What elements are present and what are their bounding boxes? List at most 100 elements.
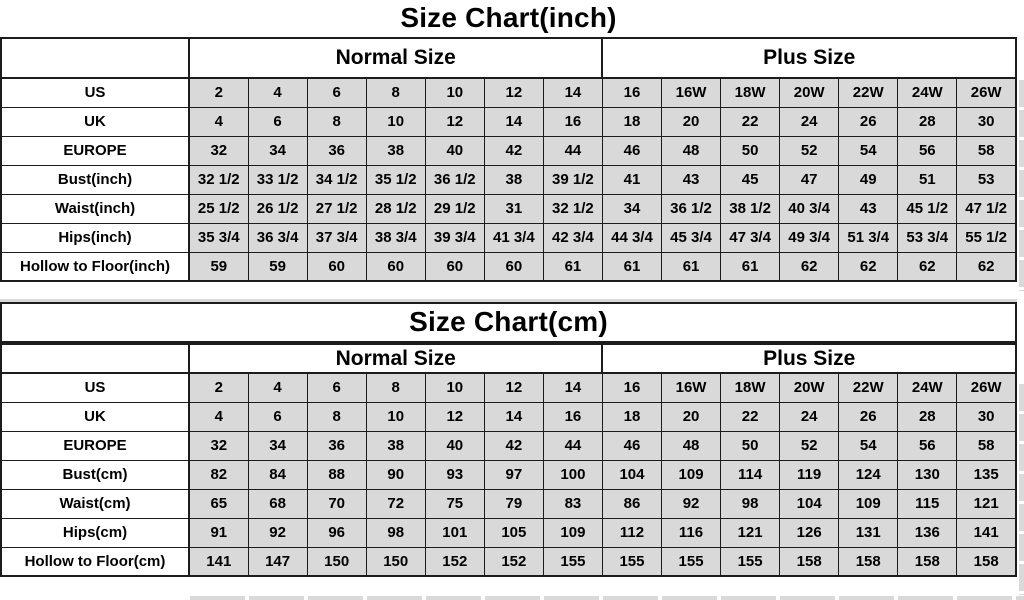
size-cell: 131 <box>838 517 899 548</box>
size-cell: 22 <box>720 106 781 137</box>
size-chart-inch-section: Size Chart(inch) Normal Size Plus Size US 2… <box>0 0 1024 282</box>
row-label: Bust(inch) <box>0 164 190 195</box>
size-cell: 22W <box>838 372 899 403</box>
table-row: US 2 4 6 8 10 12 14 16 16W 18W 20W 22W 24W 26W <box>0 372 1017 403</box>
size-cell: 150 <box>306 546 367 577</box>
size-cell: 26W <box>956 77 1017 108</box>
size-cell: 100 <box>542 459 603 490</box>
size-cell: 12 <box>424 106 485 137</box>
row-label: Bust(cm) <box>0 459 190 490</box>
size-cell: 135 <box>956 459 1017 490</box>
size-cell: 40 <box>424 430 485 461</box>
size-cell: 44 3/4 <box>601 222 663 253</box>
size-cell: 16 <box>601 372 663 403</box>
size-cell: 121 <box>720 517 781 548</box>
size-chart-inch-title: Size Chart(inch) <box>400 2 617 33</box>
row-label: EUROPE <box>0 430 190 461</box>
size-cell: 51 3/4 <box>838 222 899 253</box>
size-cell: 116 <box>660 517 722 548</box>
size-cell: 155 <box>720 546 781 577</box>
size-cell: 109 <box>660 459 722 490</box>
table-row: EUROPE 32 34 36 38 40 42 44 46 48 50 52 54 56 58 <box>0 135 1017 166</box>
size-cell: 46 <box>601 430 663 461</box>
column-group-header: Plus Size <box>601 37 1017 79</box>
size-cell: 98 <box>365 517 426 548</box>
row-label: Hollow to Floor(cm) <box>0 546 190 577</box>
table-row: UK 4 6 8 10 12 14 16 18 20 22 24 26 28 30 <box>0 106 1017 137</box>
size-cell: 30 <box>956 106 1017 137</box>
size-cell: 38 <box>365 135 426 166</box>
size-cell: 60 <box>483 251 544 282</box>
size-cell: 32 <box>188 135 249 166</box>
row-label: EUROPE <box>0 135 190 166</box>
size-cell: 36 <box>306 430 367 461</box>
size-cell: 31 <box>483 193 544 224</box>
size-cell: 65 <box>188 488 249 519</box>
size-cell: 12 <box>483 77 544 108</box>
size-cell: 34 <box>247 135 308 166</box>
size-cell: 51 <box>897 164 958 195</box>
size-cell: 2 <box>188 372 249 403</box>
size-cell: 16 <box>542 401 603 432</box>
size-cell: 10 <box>424 372 485 403</box>
size-cell: 54 <box>838 135 899 166</box>
size-cell: 158 <box>956 546 1017 577</box>
size-cell: 35 1/2 <box>365 164 426 195</box>
size-cell: 75 <box>424 488 485 519</box>
cropped-bottom-row-sliver <box>0 596 1024 600</box>
size-cell: 61 <box>720 251 781 282</box>
size-cell: 22W <box>838 77 899 108</box>
size-cell: 20W <box>779 372 840 403</box>
size-cell: 68 <box>247 488 308 519</box>
size-cell: 42 <box>483 135 544 166</box>
size-cell: 28 <box>897 106 958 137</box>
size-cell: 62 <box>779 251 840 282</box>
size-cell: 83 <box>542 488 603 519</box>
size-cell: 72 <box>365 488 426 519</box>
table-row: Waist(cm) 65 68 70 72 75 79 83 86 92 98 104 109 115 12… <box>0 488 1017 519</box>
table-row: Waist(inch) 25 1/2 26 1/2 27 1/2 28 1/2 29 1/… <box>0 193 1017 224</box>
size-cell: 4 <box>188 401 249 432</box>
size-cell: 8 <box>306 401 367 432</box>
size-cell: 25 1/2 <box>188 193 249 224</box>
size-cell: 16 <box>542 106 603 137</box>
corner-cell <box>0 343 190 374</box>
size-cell: 61 <box>601 251 663 282</box>
size-cell: 70 <box>306 488 367 519</box>
size-cell: 18W <box>720 372 781 403</box>
size-cell: 53 3/4 <box>897 222 958 253</box>
size-cell: 130 <box>897 459 958 490</box>
size-cell: 36 1/2 <box>424 164 485 195</box>
table-row: Hollow to Floor(inch) 59 59 60 60 60 60 61 61 61 6… <box>0 251 1017 282</box>
size-cell: 28 1/2 <box>365 193 426 224</box>
size-cell: 34 <box>247 430 308 461</box>
size-cell: 10 <box>424 77 485 108</box>
size-cell: 115 <box>897 488 958 519</box>
size-cell: 41 <box>601 164 663 195</box>
size-cell: 4 <box>247 372 308 403</box>
size-cell: 34 <box>601 193 663 224</box>
size-cell: 92 <box>247 517 308 548</box>
row-label: Waist(inch) <box>0 193 190 224</box>
size-cell: 14 <box>542 372 603 403</box>
size-cell: 4 <box>247 77 308 108</box>
row-label: Hollow to Floor(inch) <box>0 251 190 282</box>
size-cell: 36 <box>306 135 367 166</box>
size-cell: 32 <box>188 430 249 461</box>
size-cell: 33 1/2 <box>247 164 308 195</box>
size-cell: 60 <box>424 251 485 282</box>
size-cell: 44 <box>542 430 603 461</box>
size-cell: 141 <box>188 546 249 577</box>
size-cell: 141 <box>956 517 1017 548</box>
size-cell: 109 <box>542 517 603 548</box>
size-cell: 43 <box>660 164 722 195</box>
size-cell: 26W <box>956 372 1017 403</box>
size-cell: 104 <box>779 488 840 519</box>
size-cell: 158 <box>897 546 958 577</box>
size-cell: 119 <box>779 459 840 490</box>
size-cell: 28 <box>897 401 958 432</box>
table-row: US 2 4 6 8 10 12 14 16 16W 18W 20W 22W 24W 26W <box>0 77 1017 108</box>
size-cell: 147 <box>247 546 308 577</box>
table-row: EUROPE 32 34 36 38 40 42 44 46 48 50 52 54 56 58 <box>0 430 1017 461</box>
